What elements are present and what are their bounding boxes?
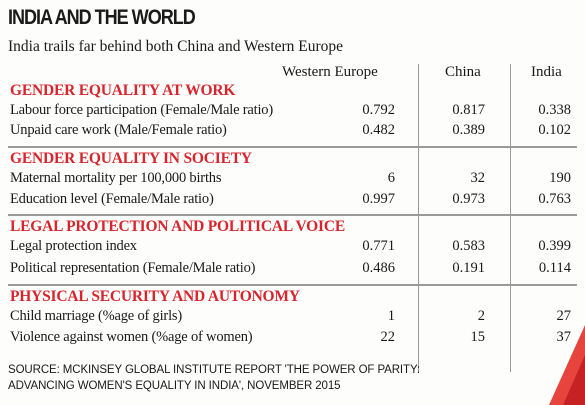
value-western-europe: 0.771 — [362, 238, 395, 254]
row-label: Unpaid care work (Male/Female ratio) — [10, 122, 227, 138]
value-india: 0.114 — [538, 260, 571, 276]
section-divider — [8, 284, 577, 286]
corner-accent-graphic — [549, 325, 585, 405]
value-china: 0.191 — [452, 260, 485, 276]
source-note: SOURCE: MCKINSEY GLOBAL INSTITUTE REPORT… — [8, 362, 420, 394]
value-western-europe: 0.792 — [362, 102, 395, 118]
column-divider-india — [510, 64, 511, 372]
value-china: 0.583 — [452, 238, 485, 254]
section-heading-security: PHYSICAL SECURITY AND AUTONOMY — [10, 288, 300, 305]
value-china: 32 — [470, 170, 486, 186]
row-label: Child marriage (%age of girls) — [10, 308, 182, 324]
source-line-1: SOURCE: MCKINSEY GLOBAL INSTITUTE REPORT… — [8, 364, 420, 376]
value-western-europe: 1 — [387, 308, 395, 324]
value-china: 0.817 — [452, 102, 485, 118]
page-title: INDIA AND THE WORLD — [8, 6, 196, 29]
value-india: 0.399 — [538, 238, 571, 254]
value-india: 0.763 — [538, 191, 571, 207]
value-western-europe: 0.482 — [362, 122, 395, 138]
row-label: Violence against women (%age of women) — [10, 329, 253, 345]
column-header-western-europe: Western Europe — [282, 64, 378, 80]
value-india: 37 — [556, 329, 572, 345]
section-divider — [8, 214, 577, 216]
row-label: Labour force participation (Female/Male … — [10, 102, 273, 118]
value-india: 0.102 — [538, 122, 571, 138]
value-china: 15 — [470, 329, 486, 345]
row-label: Legal protection index — [10, 238, 137, 254]
source-line-2: ADVANCING WOMEN'S EQUALITY IN INDIA', NO… — [8, 380, 341, 392]
value-india: 190 — [549, 170, 571, 186]
page-subtitle: India trails far behind both China and W… — [8, 38, 344, 55]
row-label: Political representation (Female/Male ra… — [10, 260, 256, 276]
value-western-europe: 22 — [380, 329, 396, 345]
row-label: Education level (Female/Male ratio) — [10, 191, 214, 207]
value-india: 27 — [556, 308, 572, 324]
column-header-india: India — [531, 64, 562, 80]
value-western-europe: 0.486 — [362, 260, 395, 276]
section-heading-society: GENDER EQUALITY IN SOCIETY — [10, 150, 252, 167]
section-divider — [8, 146, 577, 148]
column-divider-china — [418, 64, 419, 372]
value-india: 0.338 — [538, 102, 571, 118]
column-header-china: China — [445, 64, 481, 80]
value-china: 0.389 — [452, 122, 485, 138]
value-western-europe: 6 — [387, 170, 395, 186]
value-western-europe: 0.997 — [362, 191, 395, 207]
row-label: Maternal mortality per 100,000 births — [10, 170, 222, 186]
section-heading-legal: LEGAL PROTECTION AND POLITICAL VOICE — [10, 218, 346, 235]
value-china: 2 — [477, 308, 485, 324]
section-heading-work: GENDER EQUALITY AT WORK — [10, 82, 236, 99]
value-china: 0.973 — [452, 191, 485, 207]
